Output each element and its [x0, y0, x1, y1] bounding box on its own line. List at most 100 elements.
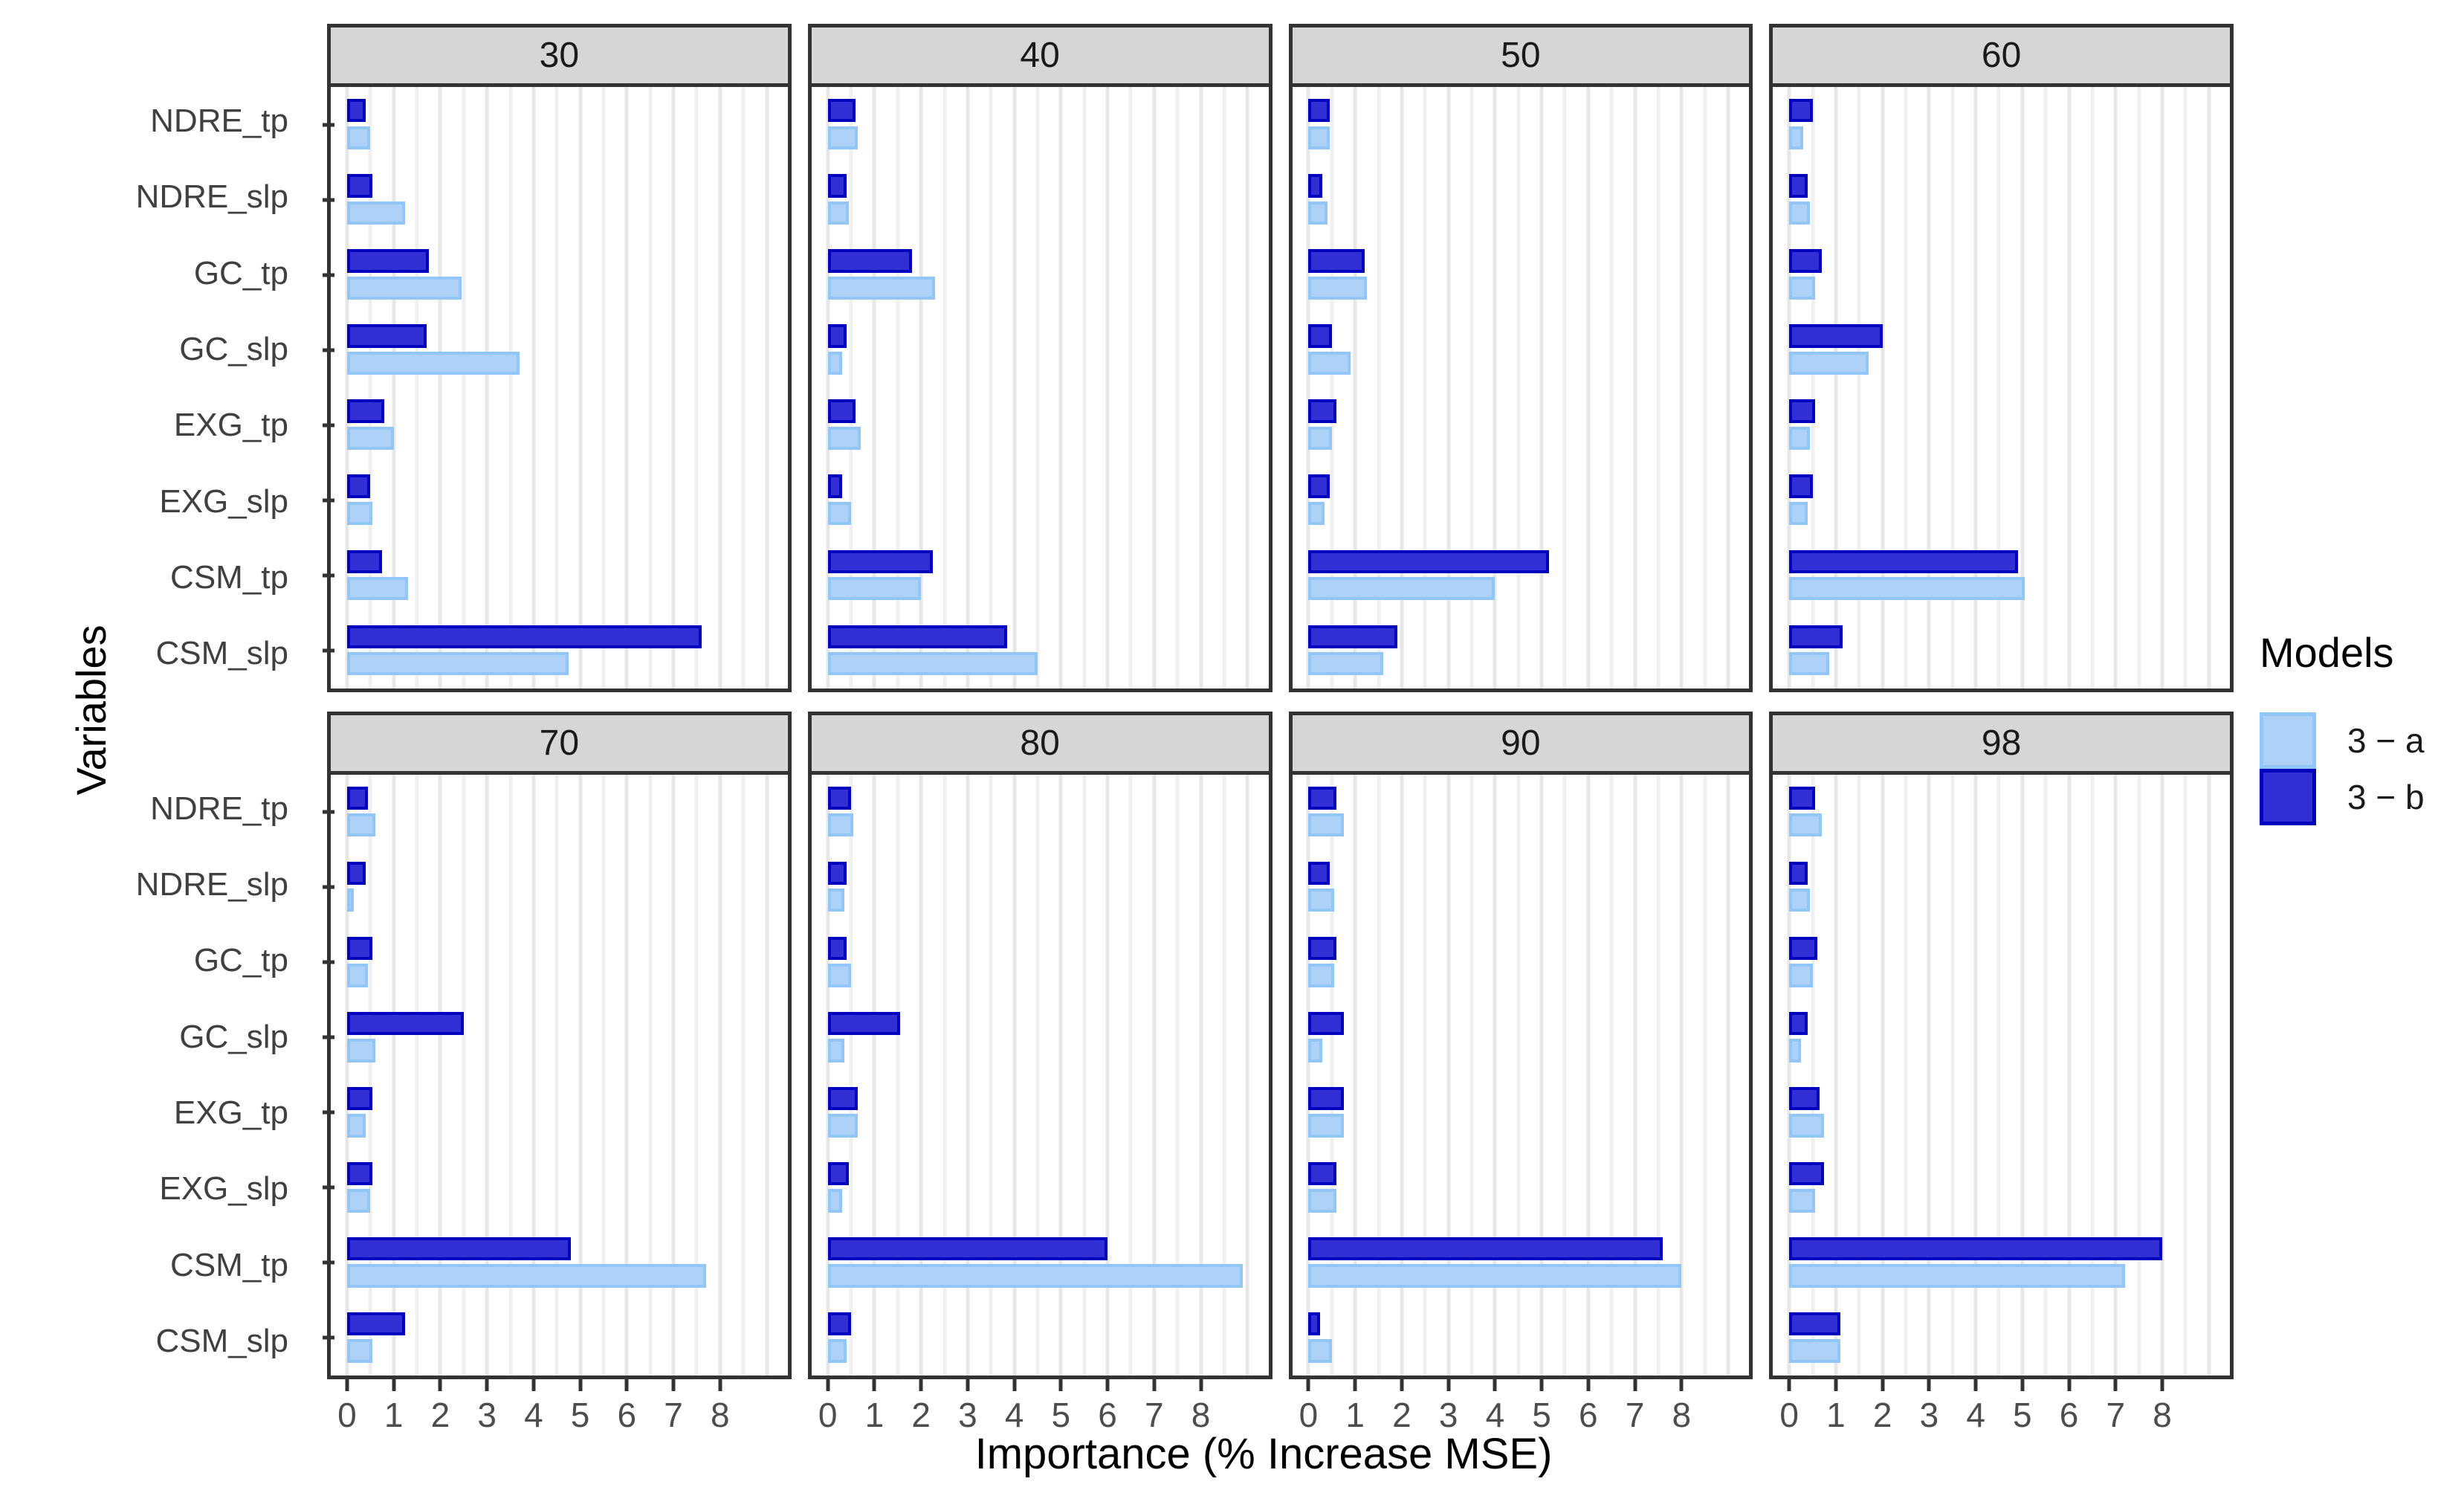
gridline-major [2207, 87, 2211, 689]
bar-EXG_tp-model-3-b [1308, 1086, 1344, 1111]
bar-NDRE_slp-model-3-a [1308, 201, 1328, 225]
gridline-major [1679, 87, 1684, 689]
y-tick-mark [323, 423, 334, 428]
y-tick-mark [323, 123, 334, 127]
plot-panel [1288, 83, 1753, 692]
facet-strip: 30 [327, 24, 792, 83]
x-tick-mark [1012, 1379, 1017, 1391]
gridline-minor [2090, 87, 2095, 689]
x-tick-mark [624, 1379, 629, 1391]
gridline-major [624, 87, 629, 689]
gridline-minor [508, 87, 512, 689]
gridline-major [2160, 87, 2164, 689]
bar-EXG_tp-model-3-b [346, 1086, 373, 1111]
facet-strip-label: 90 [1501, 723, 1541, 763]
gridline-minor [1562, 774, 1567, 1376]
bar-EXG_tp-model-3-a [827, 426, 861, 451]
gridline-major [1881, 774, 1885, 1376]
plot-area [1773, 87, 2230, 689]
gridline-major [438, 87, 442, 689]
gridline-major [1633, 774, 1637, 1376]
legend-label-3-b: 3 − b [2347, 778, 2425, 816]
bar-CSM_tp-model-3-a [1789, 576, 2025, 601]
gridline-minor [648, 87, 653, 689]
bar-CSM_tp-model-3-a [1789, 1264, 2125, 1288]
gridline-minor [462, 774, 466, 1376]
gridline-major [765, 774, 769, 1376]
gridline-minor [1703, 774, 1707, 1376]
bar-NDRE_tp-model-3-b [1308, 99, 1330, 123]
bar-NDRE_tp-model-3-a [827, 126, 858, 149]
x-tick-mark [1446, 1379, 1451, 1391]
x-tick-mark [872, 1379, 876, 1391]
x-tick-label: 2 [1392, 1396, 1412, 1434]
gridline-minor [1423, 87, 1427, 689]
y-tick-mark [323, 1335, 334, 1340]
bar-GC_tp-model-3-a [827, 276, 935, 300]
gridline-major [718, 87, 722, 689]
category-label: NDRE_tp [150, 103, 288, 140]
gridline-minor [1082, 774, 1087, 1376]
gridline-major [1199, 87, 1203, 689]
gridline-major [919, 87, 923, 689]
facet-strip: 80 [807, 711, 1273, 771]
plot-area [812, 87, 1269, 689]
gridline-major [671, 774, 676, 1376]
x-tick-label: 6 [2059, 1396, 2079, 1434]
bar-NDRE_tp-model-3-b [1308, 786, 1337, 810]
gridline-minor [368, 774, 372, 1376]
x-tick-label: 1 [864, 1396, 885, 1434]
bar-EXG_slp-model-3-a [827, 501, 852, 526]
gridline-minor [601, 87, 606, 689]
x-tick-mark [1199, 1379, 1203, 1391]
legend-item-3-b: 3 − b [2260, 769, 2464, 825]
x-tick-label: 5 [2013, 1396, 2032, 1434]
gridline-minor [415, 87, 419, 689]
bar-CSM_tp-model-3-b [1789, 549, 2018, 573]
bar-NDRE_slp-model-3-a [827, 889, 844, 912]
x-axis-title: Importance (% Increase MSE) [974, 1430, 1553, 1478]
category-label: EXG_slp [159, 483, 288, 520]
gridline-major [2020, 774, 2025, 1376]
gridline-major [1306, 87, 1310, 689]
bar-GC_slp-model-3-a [1789, 1039, 1801, 1062]
x-tick-mark [1152, 1379, 1157, 1391]
bar-CSM_tp-model-3-b [1789, 1237, 2163, 1261]
bar-NDRE_tp-model-3-b [346, 786, 369, 810]
legend-swatch-3-a [2260, 712, 2316, 769]
x-tick-mark [2160, 1379, 2164, 1391]
gridline-major [1245, 774, 1249, 1376]
category-label: CSM_slp [155, 635, 289, 672]
bar-EXG_slp-model-3-a [346, 1189, 371, 1213]
gridline-major [1152, 87, 1157, 689]
x-tick-mark [671, 1379, 676, 1391]
category-label: GC_tp [193, 254, 288, 291]
gridline-major [1353, 87, 1357, 689]
bar-EXG_slp-model-3-b [827, 1161, 849, 1186]
bar-GC_slp-model-3-b [346, 1011, 464, 1036]
gridline-major [1927, 774, 1931, 1376]
gridline-major [1726, 87, 1730, 689]
x-tick-label: 7 [1145, 1396, 1164, 1434]
gridline-minor [2137, 774, 2141, 1376]
bar-GC_tp-model-3-b [346, 936, 373, 961]
gridline-major [531, 87, 536, 689]
gridline-minor [1175, 774, 1180, 1376]
gridline-major [919, 774, 923, 1376]
bar-EXG_tp-model-3-b [1789, 1086, 1820, 1111]
x-tick-label: 6 [1579, 1396, 1598, 1434]
gridline-major [578, 774, 583, 1376]
gridline-major [1586, 774, 1591, 1376]
gridline-major [826, 774, 830, 1376]
bar-CSM_tp-model-3-b [346, 549, 382, 573]
bar-EXG_tp-model-3-a [1308, 426, 1332, 451]
gridline-major [2067, 87, 2072, 689]
gridline-minor [1609, 87, 1614, 689]
bar-NDRE_slp-model-3-b [827, 861, 847, 886]
y-tick-mark [323, 648, 334, 653]
gridline-major [438, 774, 442, 1376]
